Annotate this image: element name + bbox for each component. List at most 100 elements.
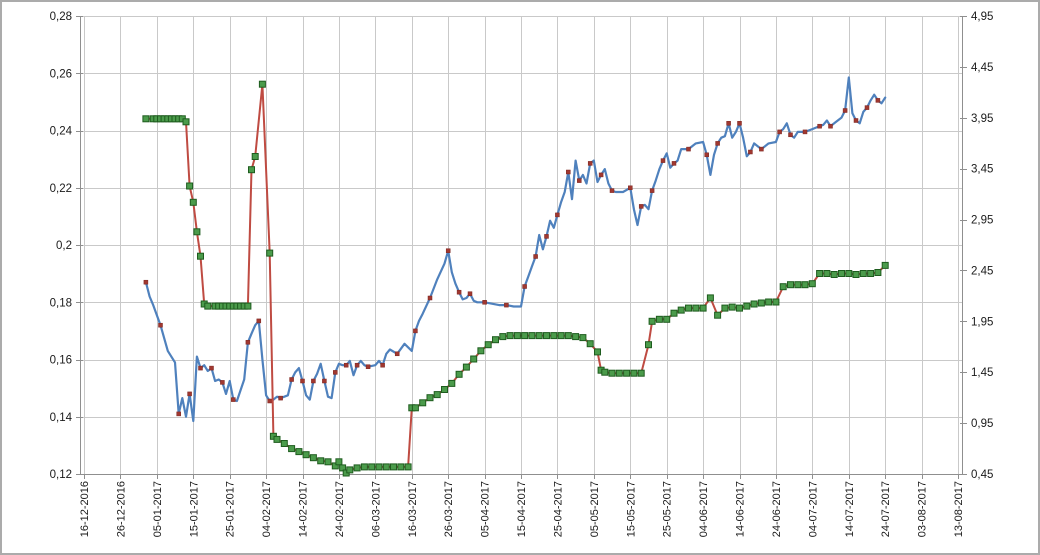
series-blue-marker [231, 397, 236, 402]
series-red-green-markers-marker [779, 283, 787, 291]
series-red-green-markers-marker [353, 464, 361, 472]
x-axis-tick-label: 16-03-2017 [407, 481, 419, 537]
x-axis-tick-label: 04-06-2017 [698, 481, 710, 537]
series-red-green-markers-marker [273, 435, 281, 443]
series-red-green-markers-marker [441, 386, 448, 393]
series-red-green-markers-marker [765, 298, 773, 306]
series-red-green-markers-marker [295, 448, 303, 456]
series-blue-marker [209, 365, 214, 371]
series-red-green-markers-marker [251, 153, 259, 160]
left-axis-tick-label: 0,12 [50, 469, 72, 481]
series-red-green-markers-marker [670, 309, 678, 317]
series-red-green-markers-marker [677, 306, 685, 314]
series-red-green-markers-marker [721, 304, 729, 312]
right-axis-tick-label: 2,45 [971, 265, 993, 277]
series-red-green-markers-marker [830, 271, 838, 278]
series-red-green-markers-marker [331, 462, 339, 470]
series-red-green-markers-marker [615, 369, 623, 377]
series-blue-marker [533, 254, 538, 259]
series-blue-marker [300, 378, 305, 384]
series-red-green-markers-marker [492, 336, 499, 344]
series-red-green-markers-marker [757, 299, 765, 307]
x-axis-tick-label: 04-07-2017 [807, 481, 819, 537]
series-blue-marker [842, 108, 848, 113]
series-blue-marker [333, 370, 338, 375]
series-blue-marker [577, 178, 582, 183]
series-blue-marker [555, 212, 560, 218]
series-red-green-markers-marker [706, 294, 714, 302]
series-blue-marker [311, 378, 316, 384]
series-red-green-markers-marker [874, 269, 882, 276]
series-red-green-markers-marker [528, 332, 536, 340]
series-blue-marker [380, 362, 385, 368]
x-axis-tick-label: 06-03-2017 [370, 481, 382, 537]
series-blue-marker [256, 318, 262, 324]
series-red-green-markers-marker [801, 281, 809, 289]
series-red-green-markers-marker [266, 249, 274, 257]
series-blue-marker [864, 105, 870, 110]
series-red-green-markers-marker [823, 270, 831, 277]
x-axis-tick-label: 24-07-2017 [880, 481, 892, 537]
series-blue-marker [456, 289, 462, 295]
x-axis-tick-label: 25-01-2017 [225, 481, 237, 537]
x-axis-tick-label: 14-06-2017 [735, 481, 747, 537]
left-axis-tick-label: 0,24 [50, 126, 73, 138]
series-blue-marker [737, 121, 742, 126]
series-red-green-markers-marker [645, 341, 652, 349]
x-axis-tick-label: 05-05-2017 [589, 481, 601, 537]
series-blue [143, 76, 887, 423]
series-red-green-markers-marker [397, 463, 405, 471]
series-blue-marker [828, 123, 833, 129]
series-red-green-markers-marker [193, 228, 201, 236]
x-axis-tick-label: 16-12-2016 [79, 481, 91, 537]
series-blue-marker [467, 291, 473, 296]
series-red-green-markers-marker [513, 332, 521, 340]
series-red-green-markers-marker [142, 115, 150, 123]
series-blue-marker [748, 149, 753, 155]
series-blue-marker [875, 98, 881, 103]
series-red-green-markers-marker [550, 332, 558, 340]
series-red-green-markers-marker [601, 368, 609, 376]
series-blue-marker [628, 185, 633, 191]
series-red-green-markers-marker [368, 463, 376, 471]
series-red-green-markers-marker [182, 118, 190, 126]
left-axis-labels: 0,28 0,26 0,24 0,22 0,2 0,18 0,16 0,14 0,12 [50, 11, 73, 481]
series-red-green-markers-marker [637, 369, 645, 377]
series-blue-marker [445, 248, 451, 253]
series-blue-marker [198, 365, 203, 371]
x-axis-tick-label: 25-05-2017 [662, 481, 674, 537]
right-axis-tick-label: 1,95 [971, 316, 993, 328]
series-red-green-markers-marker [692, 304, 700, 312]
series-blue-line [144, 76, 887, 423]
series-blue-marker [365, 364, 371, 369]
x-axis-tick-label: 14-07-2017 [844, 481, 856, 537]
series-blue-marker [686, 146, 691, 152]
series-blue-marker [544, 234, 549, 239]
right-axis-tick-label: 3,95 [971, 113, 993, 125]
series-red-green-markers-marker [728, 303, 736, 311]
series-red-green-markers-marker [655, 315, 663, 323]
series-blue-marker [322, 378, 327, 384]
right-axis-tick-label: 4,95 [971, 11, 993, 23]
series-blue-marker [777, 129, 782, 135]
series-red-green-markers-marker [302, 451, 310, 459]
series-blue-marker [609, 188, 615, 193]
series-blue-marker [566, 169, 571, 175]
x-axis-tick-label: 26-12-2016 [115, 481, 127, 537]
series-red-green-markers-marker [794, 281, 802, 289]
series-red-green-markers-marker [699, 304, 707, 312]
series-red-green-markers-marker [852, 271, 860, 278]
series-blue-marker [394, 351, 400, 357]
series-blue-marker [245, 340, 251, 345]
series-red-green-markers-marker [484, 341, 492, 349]
series-red-green-markers-marker [648, 317, 656, 325]
series-red-green-markers-marker [280, 440, 288, 447]
x-axis-tick-label: 15-05-2017 [625, 481, 637, 537]
x-axis-tick-label: 15-01-2017 [188, 481, 200, 537]
series-red-green-markers-marker [470, 355, 478, 363]
series-red-green-markers-marker [867, 270, 875, 277]
right-axis-tick-label: 0,95 [971, 418, 993, 430]
series-red-green-markers-marker [404, 463, 412, 471]
